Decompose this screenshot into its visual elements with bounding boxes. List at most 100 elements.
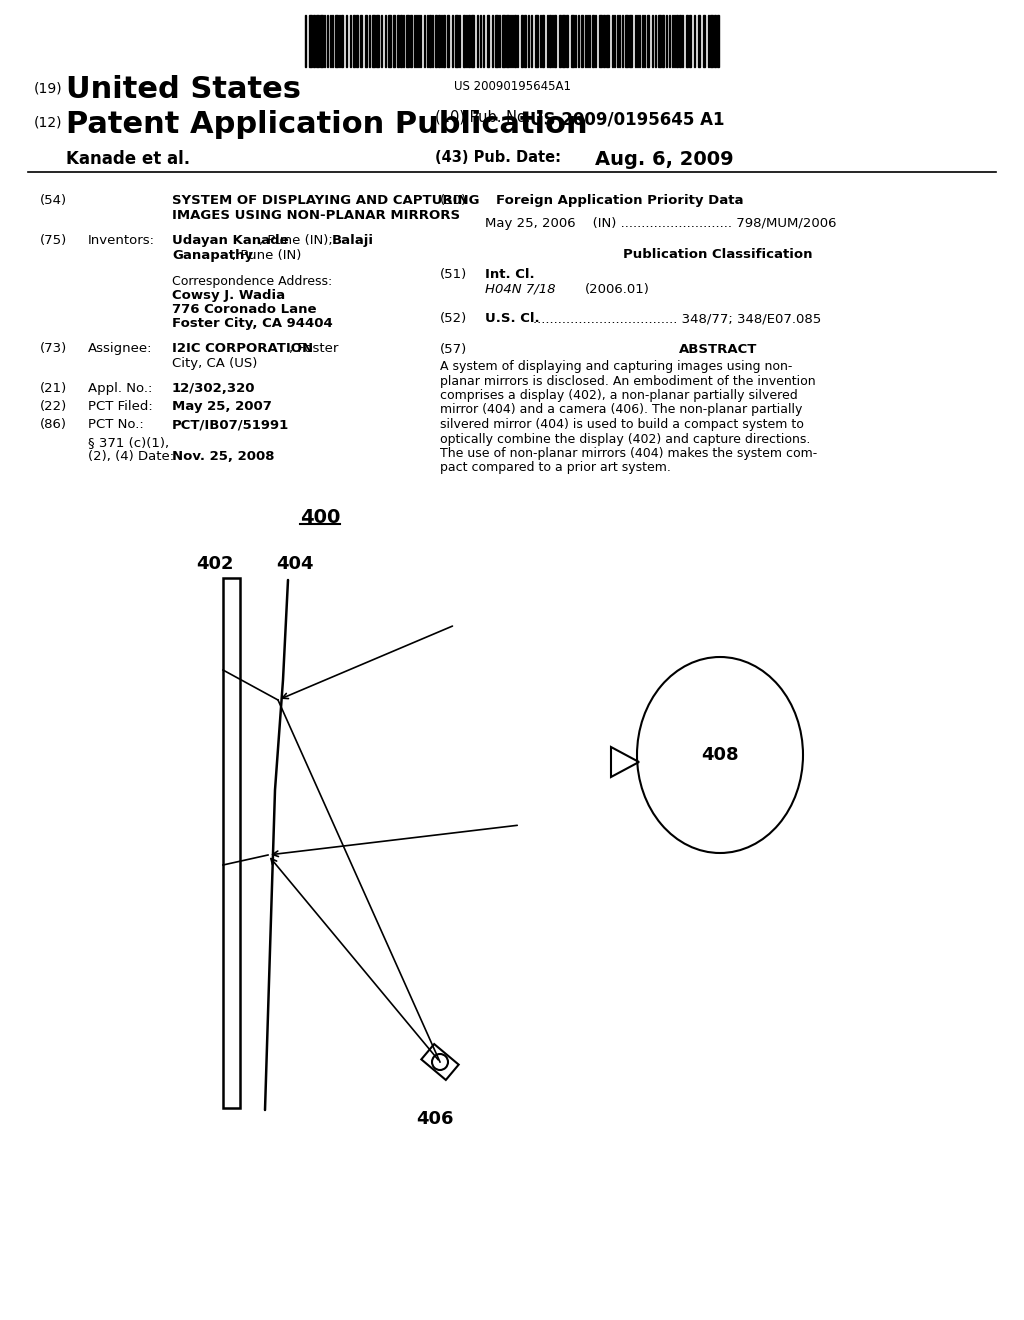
Text: pact compared to a prior art system.: pact compared to a prior art system. [440, 462, 671, 474]
Bar [599, 15, 602, 67]
Text: Appl. No.:: Appl. No.: [88, 381, 153, 395]
Text: (2006.01): (2006.01) [585, 282, 650, 296]
Text: silvered mirror (404) is used to build a compact system to: silvered mirror (404) is used to build a… [440, 418, 804, 432]
Text: planar mirrors is disclosed. An embodiment of the invention: planar mirrors is disclosed. An embodime… [440, 375, 816, 388]
Text: 408: 408 [701, 746, 738, 764]
Text: 406: 406 [416, 1110, 454, 1129]
Text: (52): (52) [440, 312, 467, 325]
Text: 12/302,320: 12/302,320 [172, 381, 256, 395]
Text: , Foster: , Foster [289, 342, 338, 355]
Text: (21): (21) [40, 381, 68, 395]
Bar [506, 15, 509, 67]
Text: United States: United States [66, 75, 301, 104]
Text: I2IC CORPORATION: I2IC CORPORATION [172, 342, 313, 355]
Text: Publication Classification: Publication Classification [624, 248, 813, 261]
Bar [658, 15, 662, 67]
Bar [495, 15, 498, 67]
Bar [455, 15, 458, 67]
Text: Int. Cl.: Int. Cl. [485, 268, 535, 281]
Bar [360, 15, 362, 67]
Text: Udayan Kanade: Udayan Kanade [172, 234, 289, 247]
Bar [703, 15, 705, 67]
Text: PCT Filed:: PCT Filed: [88, 400, 153, 413]
Bar [514, 15, 516, 67]
Bar [319, 15, 323, 67]
Text: (22): (22) [40, 400, 68, 413]
Text: (19): (19) [34, 82, 62, 96]
Bar [435, 15, 437, 67]
Bar [524, 15, 526, 67]
Bar [468, 15, 470, 67]
Bar [443, 15, 445, 67]
Text: H04N 7/18: H04N 7/18 [485, 282, 555, 296]
Bar [710, 15, 713, 67]
Bar [689, 15, 691, 67]
Text: (54): (54) [40, 194, 68, 207]
Bar [365, 15, 367, 67]
Bar [603, 15, 605, 67]
Bar [316, 15, 319, 67]
Bar [463, 15, 465, 67]
Bar [566, 15, 568, 67]
Bar [647, 15, 649, 67]
Bar [549, 15, 551, 67]
Text: (86): (86) [40, 418, 67, 432]
Bar [559, 15, 561, 67]
Bar [571, 15, 574, 67]
Text: (73): (73) [40, 342, 68, 355]
Bar [487, 15, 489, 67]
Bar [223, 578, 240, 1107]
Bar [410, 15, 412, 67]
Text: , Pune (IN): , Pune (IN) [232, 249, 301, 261]
Text: Foster City, CA 94404: Foster City, CA 94404 [172, 317, 333, 330]
Text: 402: 402 [197, 554, 233, 573]
Text: optically combine the display (402) and capture directions.: optically combine the display (402) and … [440, 433, 810, 446]
Bar [447, 15, 449, 67]
Text: comprises a display (402), a non-planar partially silvered: comprises a display (402), a non-planar … [440, 389, 798, 403]
Text: 400: 400 [300, 508, 340, 527]
Text: IMAGES USING NON-PLANAR MIRRORS: IMAGES USING NON-PLANAR MIRRORS [172, 209, 460, 222]
Bar [388, 15, 391, 67]
Bar [341, 15, 343, 67]
Text: , Pune (IN);: , Pune (IN); [259, 234, 337, 247]
Text: SYSTEM OF DISPLAYING AND CAPTURING: SYSTEM OF DISPLAYING AND CAPTURING [172, 194, 479, 207]
Text: The use of non-planar mirrors (404) makes the system com-: The use of non-planar mirrors (404) make… [440, 447, 817, 459]
Bar [353, 15, 355, 67]
Text: U.S. Cl.: U.S. Cl. [485, 312, 540, 325]
Bar [625, 15, 628, 67]
Bar [397, 15, 399, 67]
Bar [400, 15, 402, 67]
Bar [581, 15, 583, 67]
Text: US 2009/0195645 A1: US 2009/0195645 A1 [530, 110, 725, 128]
Text: PCT/IB07/51991: PCT/IB07/51991 [172, 418, 289, 432]
Text: Aug. 6, 2009: Aug. 6, 2009 [595, 150, 733, 169]
Text: PCT No.:: PCT No.: [88, 418, 143, 432]
Text: Kanade et al.: Kanade et al. [66, 150, 190, 168]
Bar [542, 15, 544, 67]
Bar [717, 15, 719, 67]
Text: ................................... 348/77; 348/E07.085: ................................... 348/… [534, 312, 821, 325]
Bar [438, 15, 440, 67]
Bar [676, 15, 678, 67]
Text: (75): (75) [40, 234, 68, 247]
Text: (43) Pub. Date:: (43) Pub. Date: [435, 150, 561, 165]
Text: (30): (30) [440, 194, 467, 207]
Text: Foreign Application Priority Data: Foreign Application Priority Data [497, 194, 743, 207]
Text: US 20090195645A1: US 20090195645A1 [454, 81, 570, 92]
Text: (57): (57) [440, 343, 467, 356]
Text: Patent Application Publication: Patent Application Publication [66, 110, 588, 139]
Bar [686, 15, 688, 67]
Bar [521, 15, 523, 67]
Bar [406, 15, 409, 67]
Bar [662, 15, 664, 67]
Text: Correspondence Address:: Correspondence Address: [172, 275, 332, 288]
Bar [429, 15, 431, 67]
Text: May 25, 2007: May 25, 2007 [172, 400, 272, 413]
Bar [592, 15, 594, 67]
Text: (51): (51) [440, 268, 467, 281]
Text: 776 Coronado Lane: 776 Coronado Lane [172, 304, 316, 315]
Text: (12): (12) [34, 115, 62, 129]
Text: (10) Pub. No.:: (10) Pub. No.: [435, 110, 536, 125]
Bar [309, 15, 312, 67]
Bar [502, 15, 505, 67]
